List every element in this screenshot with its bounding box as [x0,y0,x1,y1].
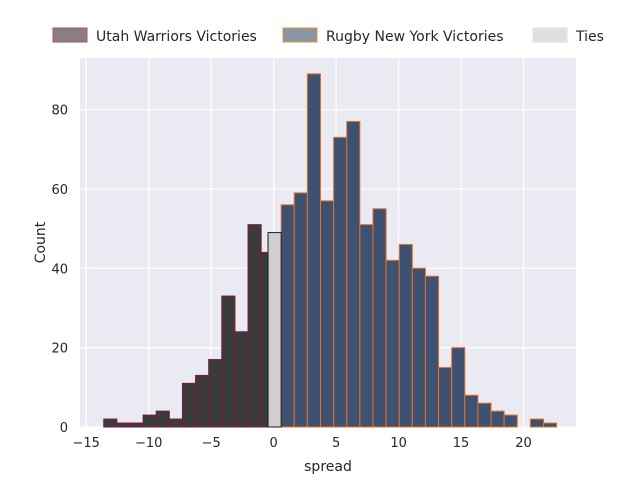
y-tick-label: 20 [51,342,68,357]
y-tick-label: 40 [51,262,68,277]
histogram-bar [320,200,335,428]
histogram-bar [438,366,453,428]
histogram-bar [424,275,440,428]
x-tick-label: 5 [332,436,340,451]
histogram-bar [221,295,236,428]
x-tick-label: 15 [453,436,470,451]
x-tick-label: 10 [390,436,407,451]
histogram-bar [529,418,545,428]
histogram-bar [234,331,249,428]
histogram-bar [451,347,466,428]
legend-swatch [52,27,88,43]
legend-swatch [532,27,568,43]
histogram-bar [267,232,282,428]
x-tick-label: −5 [202,436,221,451]
histogram-bar [208,359,223,428]
histogram-bar [195,374,210,428]
tick-labels: −15 −10 −5 0 5 10 15 20 0 20 40 60 80 [51,104,531,451]
histogram-bar [181,382,197,428]
x-tick-label: 0 [270,436,278,451]
y-tick-label: 80 [51,104,68,119]
bars [103,73,558,428]
histogram-bar [306,73,322,428]
histogram-bar [503,414,518,428]
histogram-bar [398,243,413,428]
legend-label: Ties [575,29,604,45]
legend-label: Rugby New York Victories [326,29,504,45]
legend-swatch [282,27,318,43]
histogram-bar [293,192,308,428]
histogram-bar [129,422,144,428]
x-tick-label: −15 [73,436,100,451]
legend-label: Utah Warriors Victories [96,29,257,45]
y-axis-label: Count [33,221,49,263]
histogram-bar [103,418,118,428]
histogram-bar [490,410,505,428]
legend: Utah Warriors Victories Rugby New York Vi… [52,27,604,45]
histogram-bar [142,414,157,428]
histogram-bar [477,402,492,428]
histogram-bar [464,394,479,428]
histogram-bar [280,204,295,428]
histogram-bar [543,422,558,428]
y-tick-label: 0 [60,421,68,436]
histogram-bar [385,259,400,428]
histogram-bar [116,422,131,428]
histogram-bar [333,136,348,428]
y-tick-label: 60 [51,183,68,198]
histogram-bar [346,120,361,428]
histogram-bar [359,224,374,428]
histogram-bar [411,267,426,428]
x-tick-label: 20 [515,436,532,451]
histogram-bar [155,410,170,428]
histogram-bar [247,224,262,428]
x-axis-label: spread [304,459,352,475]
histogram-bar [372,208,387,428]
histogram-bar [168,418,183,428]
x-tick-label: −10 [135,436,162,451]
